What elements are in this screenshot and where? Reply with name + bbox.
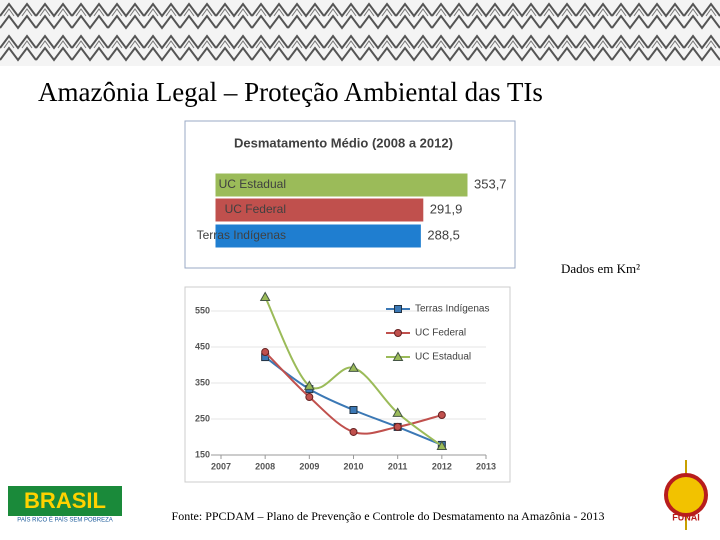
legend-label: UC Estadual bbox=[415, 352, 471, 363]
category-label: Terras Indígenas bbox=[197, 228, 286, 242]
x-tick-label: 2012 bbox=[432, 461, 452, 471]
logo-text: FUNAI bbox=[672, 512, 700, 522]
category-label: UC Federal bbox=[225, 202, 286, 216]
logo-tagline: PAÍS RICO É PAÍS SEM POBREZA bbox=[17, 517, 112, 524]
brasil-logo: BRASIL PAÍS RICO É PAÍS SEM POBREZA bbox=[8, 486, 122, 524]
logo-bg bbox=[8, 486, 122, 516]
x-tick-label: 2009 bbox=[299, 461, 319, 471]
y-tick-label: 250 bbox=[195, 413, 210, 423]
point bbox=[259, 291, 271, 301]
header-pattern bbox=[0, 0, 720, 66]
bar bbox=[214, 172, 469, 198]
point bbox=[436, 440, 448, 450]
x-tick-label: 2013 bbox=[476, 461, 496, 471]
source-text: Fonte: PPCDAM – Plano de Prevenção e Con… bbox=[172, 509, 605, 523]
value-label: 353,7 bbox=[474, 176, 507, 191]
legend-marker bbox=[394, 305, 402, 313]
legend-marker bbox=[394, 329, 402, 337]
value-label: 291,9 bbox=[430, 201, 463, 216]
point bbox=[348, 362, 359, 372]
point bbox=[392, 407, 404, 417]
point bbox=[305, 393, 314, 402]
legend-marker bbox=[392, 351, 404, 361]
y-tick-label: 550 bbox=[195, 305, 210, 315]
slide-title: Amazônia Legal – Proteção Ambiental das … bbox=[38, 77, 543, 107]
x-tick-label: 2007 bbox=[211, 461, 231, 471]
point bbox=[349, 427, 358, 436]
y-tick-label: 450 bbox=[195, 341, 210, 351]
point bbox=[437, 411, 446, 420]
point bbox=[261, 348, 270, 357]
units-note: Dados em Km² bbox=[561, 261, 640, 276]
x-tick-label: 2008 bbox=[255, 461, 275, 471]
bar bbox=[214, 223, 422, 249]
x-tick-label: 2011 bbox=[388, 461, 408, 471]
point bbox=[303, 380, 315, 390]
x-tick-label: 2010 bbox=[343, 461, 363, 471]
y-tick-label: 350 bbox=[195, 377, 210, 387]
point bbox=[349, 406, 358, 414]
bar-chart-title: Desmatamento Médio (2008 a 2012) bbox=[234, 135, 453, 150]
funai-logo: FUNAI bbox=[664, 460, 708, 530]
logo-text: BRASIL bbox=[24, 488, 106, 513]
bar bbox=[214, 197, 425, 223]
line-chart-frame bbox=[184, 286, 511, 483]
value-label: 288,5 bbox=[427, 227, 460, 242]
category-label: UC Estadual bbox=[219, 177, 286, 191]
legend-label: UC Federal bbox=[415, 328, 466, 339]
y-tick-label: 150 bbox=[195, 449, 210, 459]
legend-label: Terras Indígenas bbox=[415, 304, 490, 315]
point bbox=[393, 422, 402, 431]
